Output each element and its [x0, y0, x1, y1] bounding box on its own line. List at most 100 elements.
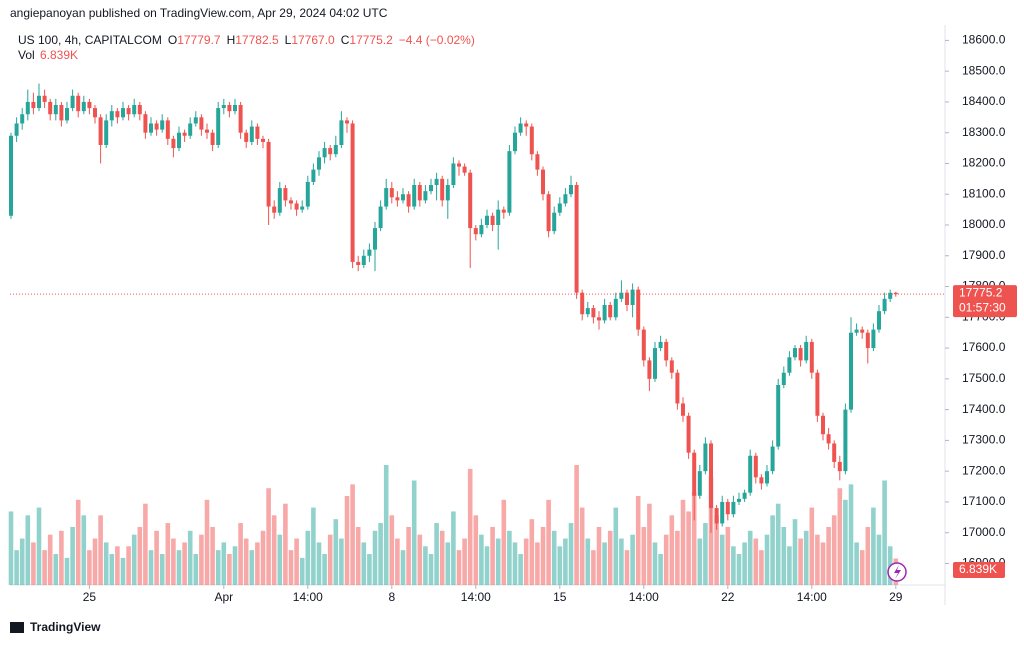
replay-icon: [894, 565, 901, 579]
candle-body: [770, 446, 775, 472]
volume-bar: [92, 538, 98, 585]
volume-bar: [344, 495, 350, 585]
volume-bar: [204, 499, 210, 585]
candle-body: [395, 197, 400, 201]
volume-bar: [25, 515, 31, 585]
candle-body: [625, 292, 629, 305]
volume-bar: [815, 534, 820, 585]
volume-bar: [770, 515, 775, 585]
volume-bar: [691, 492, 697, 585]
volume-bar: [523, 538, 529, 585]
legend-close: 17775.2: [349, 33, 393, 47]
volume-bar: [848, 484, 854, 585]
legend-low: 17767.0: [291, 33, 335, 47]
candle-body: [333, 145, 338, 155]
candle-body: [266, 141, 271, 207]
volume-bar: [383, 465, 389, 585]
candle-body: [42, 95, 47, 102]
candle-body: [720, 501, 725, 524]
y-tick-label: 18500.0: [962, 63, 1006, 77]
candle-body: [462, 166, 467, 173]
candle-body: [888, 292, 893, 299]
candle-body: [244, 132, 249, 142]
x-tick-label: 15: [553, 590, 567, 604]
candle-body: [798, 348, 803, 361]
candle-body: [832, 443, 837, 462]
volume-bar: [613, 507, 619, 585]
candle-body: [647, 360, 652, 379]
volume-bar: [187, 530, 193, 585]
candle-body: [317, 157, 321, 170]
candle-body: [205, 129, 209, 133]
volume-bar: [467, 468, 473, 585]
volume-bar: [305, 530, 311, 585]
volume-bar: [669, 515, 675, 585]
candle-body: [193, 117, 198, 124]
volume-bar: [865, 526, 871, 585]
candle-body: [451, 163, 456, 185]
candle-body: [87, 101, 92, 109]
symbol: US 100, 4h, CAPITALCOM: [18, 33, 162, 47]
volume-bar: [753, 538, 759, 585]
volume-bar: [798, 538, 803, 585]
candle-body: [154, 123, 159, 130]
x-tick-label: 14:00: [629, 590, 659, 604]
candle-body: [501, 209, 506, 213]
volume-bar: [378, 523, 383, 585]
volume-bar: [647, 503, 652, 585]
candle-body: [882, 298, 887, 312]
volume-bar: [495, 538, 501, 585]
volume-bar: [395, 538, 400, 585]
candle-body: [137, 105, 142, 115]
volume-bar: [742, 542, 747, 585]
legend-close-key: C: [341, 33, 350, 47]
volume-bar: [607, 530, 613, 585]
volume-bar: [249, 550, 255, 585]
candle-body: [641, 329, 646, 361]
volume-bar: [8, 511, 14, 585]
candle-body: [546, 194, 551, 232]
volume-bar: [103, 542, 109, 585]
volume-bar: [47, 534, 53, 585]
candle-body: [597, 317, 601, 321]
candle-body: [445, 185, 450, 201]
volume-bar: [641, 526, 647, 585]
brand: TradingView: [30, 620, 101, 634]
volume-bar: [322, 554, 327, 585]
volume-bar: [165, 523, 171, 585]
candle-body: [613, 298, 618, 318]
candle-body: [473, 228, 478, 235]
volume-bar: [255, 542, 260, 585]
volume-bar: [53, 554, 59, 585]
candle-body: [692, 452, 697, 496]
candle-body: [384, 188, 389, 207]
volume-bar: [434, 523, 439, 585]
legend-high: 17782.5: [235, 33, 279, 47]
volume-bar: [243, 538, 249, 585]
x-tick-label: 22: [721, 590, 735, 604]
legend-change: −4.4 (−0.02%): [399, 33, 475, 47]
candle-body: [737, 498, 741, 502]
volume-bar: [294, 538, 299, 585]
candle-body: [759, 477, 764, 484]
candle-body: [837, 461, 842, 472]
candle-body: [793, 348, 797, 358]
candle-body: [53, 105, 58, 115]
candle-body: [14, 123, 19, 136]
volume-bar: [837, 488, 843, 585]
candle-body: [585, 308, 590, 315]
candle-body: [149, 123, 153, 133]
volume-bar: [406, 526, 411, 585]
volume-bar: [316, 542, 322, 585]
publisher: angiepanoyan published on TradingView.co…: [10, 6, 388, 20]
volume-bar: [619, 538, 624, 585]
volume-bar: [876, 534, 882, 585]
candle-body: [714, 508, 719, 524]
volume-bar: [87, 550, 92, 585]
candle-body: [20, 114, 25, 124]
volume-bar: [803, 530, 809, 585]
volume-bar: [372, 530, 378, 585]
volume-bar: [686, 511, 691, 585]
volume-bar: [182, 542, 187, 585]
candle-body: [496, 209, 501, 225]
